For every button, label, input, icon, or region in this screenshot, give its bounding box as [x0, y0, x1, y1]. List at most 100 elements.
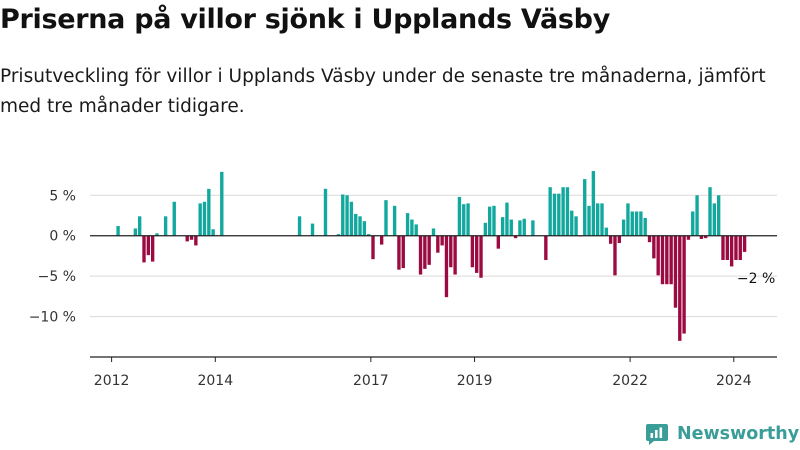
- bar: [691, 211, 695, 236]
- bar: [297, 216, 302, 236]
- bar: [483, 222, 488, 236]
- bar: [418, 235, 423, 275]
- bar: [310, 223, 315, 236]
- newsworthy-logo: Newsworthy: [645, 419, 799, 449]
- x-tick-label: 2019: [457, 373, 493, 389]
- bar: [341, 194, 345, 236]
- bar: [220, 171, 224, 236]
- bar: [142, 235, 146, 263]
- bar: [647, 235, 652, 243]
- x-tick-label: 2017: [353, 373, 389, 389]
- bar: [194, 235, 198, 246]
- bar: [660, 235, 665, 285]
- bar: [133, 228, 138, 236]
- bar: [453, 235, 457, 275]
- bar: [155, 233, 159, 236]
- bar: [444, 235, 449, 298]
- bar: [673, 235, 678, 308]
- x-tick-label: 2024: [716, 373, 752, 389]
- bar: [163, 216, 168, 236]
- bar: [414, 224, 418, 236]
- bar: [665, 235, 669, 285]
- bar: [734, 235, 738, 260]
- y-tick-label: −5 %: [38, 269, 76, 285]
- bar: [362, 221, 367, 236]
- brand-name: Newsworthy: [677, 424, 800, 444]
- bar: [639, 211, 643, 236]
- bar: [189, 235, 194, 240]
- bar: [401, 235, 405, 269]
- bar: [621, 219, 626, 236]
- bar: [552, 193, 557, 236]
- bar: [185, 235, 189, 242]
- bar: [604, 227, 609, 236]
- bar: [466, 203, 470, 236]
- bar: [565, 187, 570, 236]
- bar: [138, 216, 142, 236]
- x-tick-label: 2012: [94, 373, 130, 389]
- bar: [410, 219, 414, 236]
- last-value-label: −2 %: [737, 271, 775, 287]
- bar: [202, 201, 207, 236]
- bar: [470, 235, 475, 268]
- x-tick-label: 2014: [197, 373, 233, 389]
- bar: [518, 220, 522, 236]
- bar: [708, 187, 712, 236]
- y-tick-label: 0 %: [49, 229, 76, 245]
- bar: [561, 187, 565, 236]
- bar: [587, 205, 591, 236]
- bar: [354, 213, 358, 236]
- newsworthy-logo-icon: [646, 424, 668, 445]
- bar: [392, 205, 397, 236]
- bar: [699, 235, 704, 239]
- bar: [487, 206, 492, 236]
- bar: [643, 217, 647, 236]
- bar: [367, 234, 371, 236]
- bar: [457, 196, 462, 236]
- y-tick-label: 5 %: [49, 188, 76, 204]
- bar: [146, 235, 151, 256]
- bar: [608, 235, 613, 244]
- bar: [544, 235, 548, 260]
- bar: [349, 201, 354, 236]
- bar: [116, 226, 120, 236]
- bar: [431, 228, 436, 236]
- bar: [630, 211, 634, 236]
- bar: [729, 235, 734, 267]
- bar: [513, 235, 518, 239]
- chart-subtitle: Prisutveckling för villor i Upplands Väs…: [0, 66, 766, 117]
- bar: [591, 171, 596, 236]
- bar: [492, 205, 496, 236]
- bar: [475, 235, 479, 273]
- bar: [384, 200, 388, 236]
- bar: [509, 219, 513, 236]
- bar: [712, 203, 717, 236]
- bar: [686, 235, 691, 240]
- bar: [721, 235, 725, 260]
- bar: [207, 188, 211, 236]
- bar: [570, 210, 574, 236]
- bar: [626, 203, 630, 236]
- bar: [725, 235, 729, 260]
- bar: [405, 213, 410, 236]
- bar: [600, 203, 604, 236]
- bar: [323, 188, 328, 236]
- bar: [522, 218, 526, 236]
- bar: [682, 235, 686, 334]
- bar: [496, 235, 500, 249]
- bar: [678, 235, 682, 341]
- bar: [436, 235, 440, 253]
- bar: [336, 234, 341, 236]
- bar: [669, 235, 673, 285]
- bar: [345, 195, 349, 236]
- bar: [596, 203, 600, 236]
- bar: [557, 193, 561, 236]
- bar: [427, 235, 431, 265]
- bar: [617, 235, 621, 243]
- bar: [656, 235, 660, 276]
- bar: [211, 229, 215, 236]
- bar: [371, 235, 375, 260]
- bar: [652, 235, 656, 259]
- chart-title: Priserna på villor sjönk i Upplands Väsb…: [0, 4, 610, 35]
